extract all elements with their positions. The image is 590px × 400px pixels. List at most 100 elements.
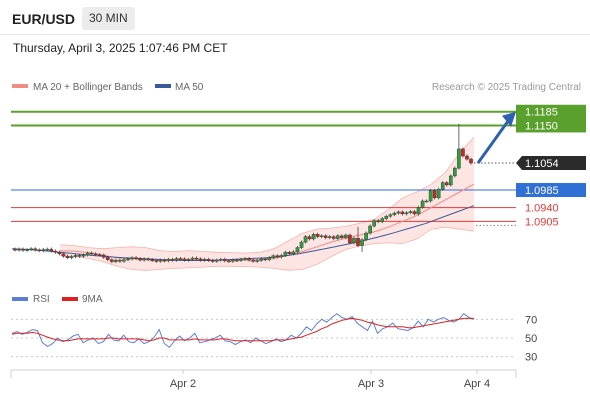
candle-body [223,259,227,262]
candle-body [360,239,364,246]
ma20-legend-label: MA 20 + Bollinger Bands [33,82,143,93]
candle-body [154,260,159,262]
candle-body [457,148,461,169]
ma9-legend-swatch [62,297,78,301]
credit-label: Research © 2025 Trading Central [432,82,581,93]
candle-body [186,259,191,261]
candle-body [130,257,134,260]
candle-body [327,236,332,238]
rsi-tick-label: 50 [525,333,537,345]
rsi-line [11,313,475,348]
level-label-box [516,118,586,133]
rsi-legend-swatch [12,297,28,301]
candle-body [315,234,320,237]
candle-body [235,259,239,262]
candle-body [166,259,171,262]
candle-body [465,155,469,160]
candle-body [77,255,82,257]
level-label: 1.1150 [525,120,558,132]
candle-body [331,236,336,239]
candle-body [138,258,142,261]
level-label: 1.1185 [525,107,558,119]
candle-body [106,257,110,260]
candle-body [444,182,449,186]
candle-body [65,255,70,258]
candle-body [412,211,417,215]
candle-body [53,250,58,253]
candle-body [162,259,167,262]
candle-body [170,259,175,261]
candle-body [49,248,54,252]
candle-body [461,148,465,157]
level-label-box [516,104,586,119]
candle-body [69,256,74,258]
candle-body [198,258,203,261]
rsi-tick-label: 30 [525,352,537,364]
candle-body [25,249,29,251]
bollinger-band-area [60,137,474,271]
candle-body [178,258,183,260]
candle-body [396,211,401,214]
candle-body [259,258,263,261]
candle-body [85,252,90,256]
candle-body [37,249,42,252]
rsi-legend-label: RSI [33,294,50,305]
candle-body [239,259,243,261]
ma50-legend-swatch [155,84,171,88]
candle-body [469,158,473,164]
target-arrow-shaft [476,118,511,164]
candle-body [194,257,199,260]
candle-body [93,253,98,256]
candle-body [384,216,389,219]
x-tick-label: Apr 3 [358,378,384,390]
rsi-tick-label: 70 [525,314,537,326]
bollinger-lower-line [59,226,475,271]
candle-body [251,259,255,262]
candle-body [110,259,114,262]
candle-body [97,254,102,256]
candle-body [174,258,179,261]
level-label-box [516,183,586,198]
timeframe-badge[interactable]: 30 MIN [82,7,135,30]
candle-body [118,259,122,262]
candle-body [89,252,94,255]
candle-body [372,220,376,227]
candle-body [210,260,215,262]
candle-body [340,235,344,238]
candle-body [263,258,267,261]
candle-body [408,211,413,213]
symbol-label: EUR/USD [12,11,76,27]
candle-body [440,182,445,190]
candle-body [29,248,33,250]
candle-body [348,234,352,244]
candle-body [428,190,433,202]
candle-body [150,259,155,261]
candle-body [388,214,393,217]
candle-body [344,234,348,238]
current-price-label: 1.1054 [525,158,559,170]
candle-body [432,190,437,199]
candle-body [142,258,146,261]
level-label: 1.0985 [525,185,559,197]
candle-body [227,260,231,263]
candle-body [368,225,372,234]
candle-body [126,258,130,261]
datetime-label: Thursday, April 3, 2025 1:07:46 PM CET [13,41,228,55]
candle-body [202,259,207,261]
candle-body [158,259,163,262]
candle-body [114,259,118,262]
rsi-ma9-line [11,317,474,342]
candle-body [392,212,397,215]
candle-body [356,237,360,246]
candle-body [420,200,425,208]
candle-body [61,253,66,257]
ma20-legend-swatch [12,84,28,88]
candle-body [323,235,328,238]
candle-body [364,232,368,240]
x-tick-label: Apr 2 [170,378,196,390]
candle-body [214,259,219,262]
level-label: 1.0905 [525,216,559,228]
candle-body [416,207,421,215]
